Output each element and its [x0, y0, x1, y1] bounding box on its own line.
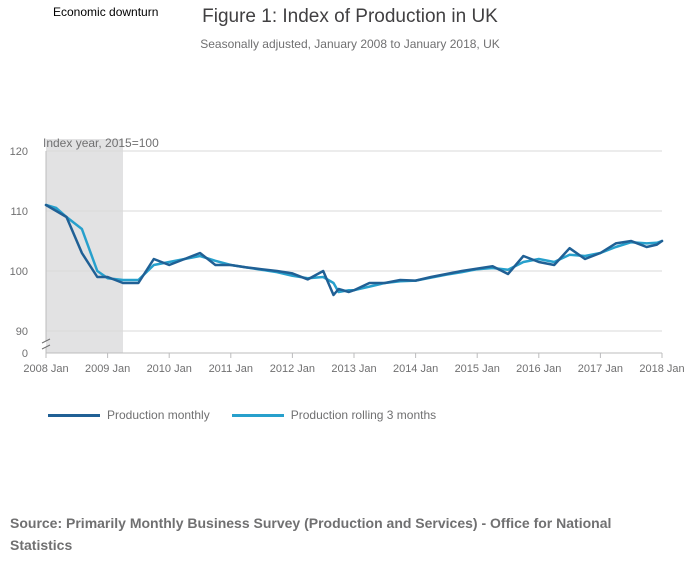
- x-tick-label-6: 2014 Jan: [393, 363, 438, 375]
- x-tick-label-5: 2013 Jan: [331, 363, 376, 375]
- legend-swatch-rolling: [231, 413, 284, 417]
- legend: Production monthly Production rolling 3 …: [48, 408, 458, 422]
- legend-swatch-monthly: [48, 413, 100, 417]
- x-tick-label-8: 2016 Jan: [516, 363, 561, 375]
- x-tick-label-9: 2017 Jan: [578, 363, 623, 375]
- chart-subtitle: Seasonally adjusted, January 2008 to Jan…: [200, 37, 500, 51]
- axis-break-mark-1: [41, 338, 51, 344]
- legend-label-rolling: Production rolling 3 months: [290, 408, 437, 422]
- series-line-monthly: [44, 203, 664, 297]
- legend-item-monthly[interactable]: Production monthly: [48, 408, 210, 422]
- line-chart: 90 100 110 120 0 Index year, 2015=100 2008 Jan…: [10, 136, 685, 375]
- source-note: Source: Primarily Monthly Business Surve…: [10, 515, 612, 553]
- legend-item-rolling[interactable]: Production rolling 3 months: [231, 408, 437, 422]
- y-tick-label-120: 120: [10, 146, 28, 158]
- legend-label-monthly: Production monthly: [107, 408, 210, 422]
- x-tick-label-4: 2012 Jan: [270, 363, 315, 375]
- y-tick-label-zero: 0: [22, 348, 28, 360]
- chart-title: Figure 1: Index of Production in UK: [202, 6, 498, 27]
- x-tick-label-1: 2009 Jan: [85, 363, 130, 375]
- x-tick-label-0: 2008 Jan: [23, 363, 68, 375]
- x-tick-label-2: 2010 Jan: [147, 363, 192, 375]
- y-tick-label-100: 100: [10, 266, 28, 278]
- y-axis-title: Index year, 2015=100: [43, 136, 159, 150]
- downturn-label: Economic downturn: [53, 5, 159, 19]
- axis-break-mark-2: [41, 344, 51, 350]
- downturn-shaded-region: [46, 139, 123, 353]
- x-tick-label-10: 2018 Jan: [639, 363, 684, 375]
- y-tick-label-110: 110: [10, 206, 28, 218]
- x-tick-label-3: 2011 Jan: [209, 363, 253, 375]
- y-tick-label-90: 90: [16, 326, 28, 338]
- x-tick-label-7: 2015 Jan: [455, 363, 500, 375]
